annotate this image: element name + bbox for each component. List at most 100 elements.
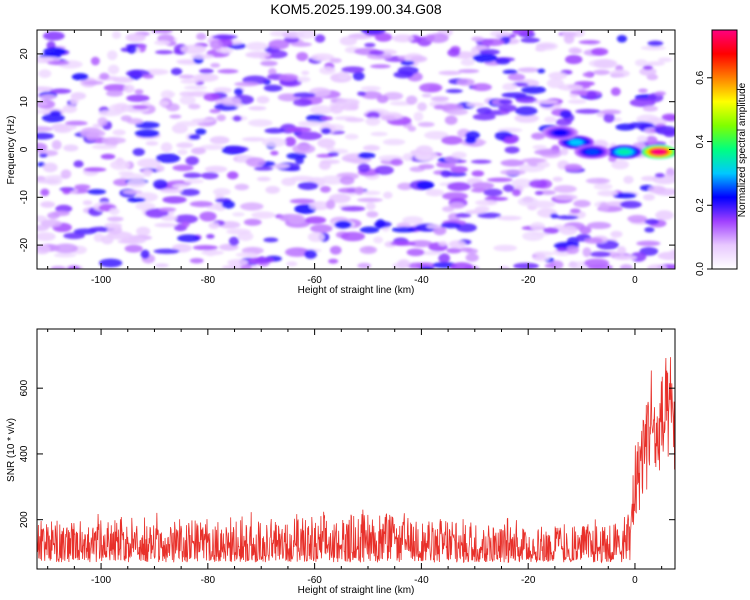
heatmap-cell [370,64,391,69]
heatmap-cell [183,85,208,90]
heatmap-hotspot [585,148,600,155]
heatmap-cell [440,222,462,229]
heatmap-cell [644,227,655,233]
heatmap-cell [344,133,359,140]
heatmap-cell [320,127,332,135]
heatmap-cell [189,201,214,208]
heatmap-cell [286,261,298,267]
heatmap-cell [160,90,175,100]
heatmap-cell [97,117,108,126]
heatmap-cell [534,149,561,156]
heatmap-cell [307,232,325,242]
heatmap-cell [533,251,555,257]
heatmap-cell [256,176,271,182]
heatmap-cell [241,137,266,142]
heatmap-cell [99,72,110,80]
heatmap-cell [532,144,547,150]
heatmap-cell [410,55,428,63]
heatmap-cell [357,91,367,97]
heatmap-cell [330,104,344,114]
heatmap-cell [319,121,331,126]
heatmap-cell [127,197,146,203]
heatmap-cell [132,148,145,156]
heatmap-cell [154,40,171,46]
heatmap-cell [447,48,460,57]
spectrogram-x-tick-label: -80 [201,275,216,286]
heatmap-cell [466,102,485,107]
heatmap-cell [292,144,316,154]
heatmap-cell [297,120,323,127]
heatmap-cell [610,87,621,96]
heatmap-cell [661,113,675,121]
heatmap-cell [161,215,178,222]
heatmap-cell [564,54,583,65]
heatmap-cell [47,60,70,66]
heatmap-cell [420,251,442,256]
snr-x-tick-label: 0 [632,575,638,586]
heatmap-cell [40,219,62,228]
heatmap-cell [278,73,299,82]
heatmap-cell [359,226,380,234]
heatmap-cell [559,225,578,235]
heatmap-cell [582,247,592,258]
heatmap-cell [407,125,417,132]
heatmap-cell [465,131,480,140]
heatmap-cell [158,100,170,107]
heatmap-cell [265,186,280,194]
heatmap-cell [629,98,656,108]
heatmap-cell [534,190,544,196]
heatmap-cell [37,244,51,255]
heatmap-cell [106,216,124,222]
heatmap-cell [507,73,526,81]
heatmap-hotspot [569,139,584,146]
heatmap-cell [486,177,513,183]
heatmap-cell [320,116,333,121]
heatmap-cell [380,115,396,121]
heatmap-cell [281,177,297,186]
colorbar-ticks: 0.0 0.2 0.4 0.6 [695,70,712,276]
heatmap-cell [456,78,475,86]
heatmap-cell [246,41,269,51]
spectrogram-heatmap [37,30,675,269]
heatmap-cell [627,214,648,223]
heatmap-cell [611,159,630,170]
heatmap-cell [532,256,550,262]
heatmap-cell [455,213,472,218]
heatmap-cell [124,244,143,253]
heatmap-cell [619,264,633,269]
heatmap-cell [51,139,62,150]
heatmap-cell [317,138,336,148]
heatmap-cell [301,70,310,76]
heatmap-cell [568,47,581,55]
heatmap-cell [501,92,527,99]
heatmap-cell [356,197,383,203]
heatmap-cell [345,117,365,123]
spectrogram-y-tick-label: 20 [19,48,30,60]
heatmap-cell [498,104,517,112]
heatmap-cell [552,176,563,182]
heatmap-cell [587,221,612,230]
heatmap-cell [586,90,597,100]
heatmap-cell [597,190,619,197]
heatmap-cell [479,49,500,55]
heatmap-cell [653,188,675,196]
heatmap-cell [417,121,435,128]
heatmap-cell [392,34,414,43]
heatmap-cell [112,129,126,136]
heatmap-cell [188,103,201,110]
heatmap-cell [470,159,492,164]
heatmap-cell [539,190,556,195]
heatmap-cell [515,97,538,104]
heatmap-cell [654,91,666,96]
heatmap-cell [154,263,169,268]
heatmap-cell [83,167,107,172]
heatmap-cell [305,216,327,224]
heatmap-cell [37,86,54,92]
heatmap-cell [136,226,151,237]
heatmap-cell [495,58,510,65]
heatmap-cell [557,84,583,91]
heatmap-cell [415,145,433,156]
heatmap-cell [160,188,184,194]
heatmap-cell [62,104,78,114]
